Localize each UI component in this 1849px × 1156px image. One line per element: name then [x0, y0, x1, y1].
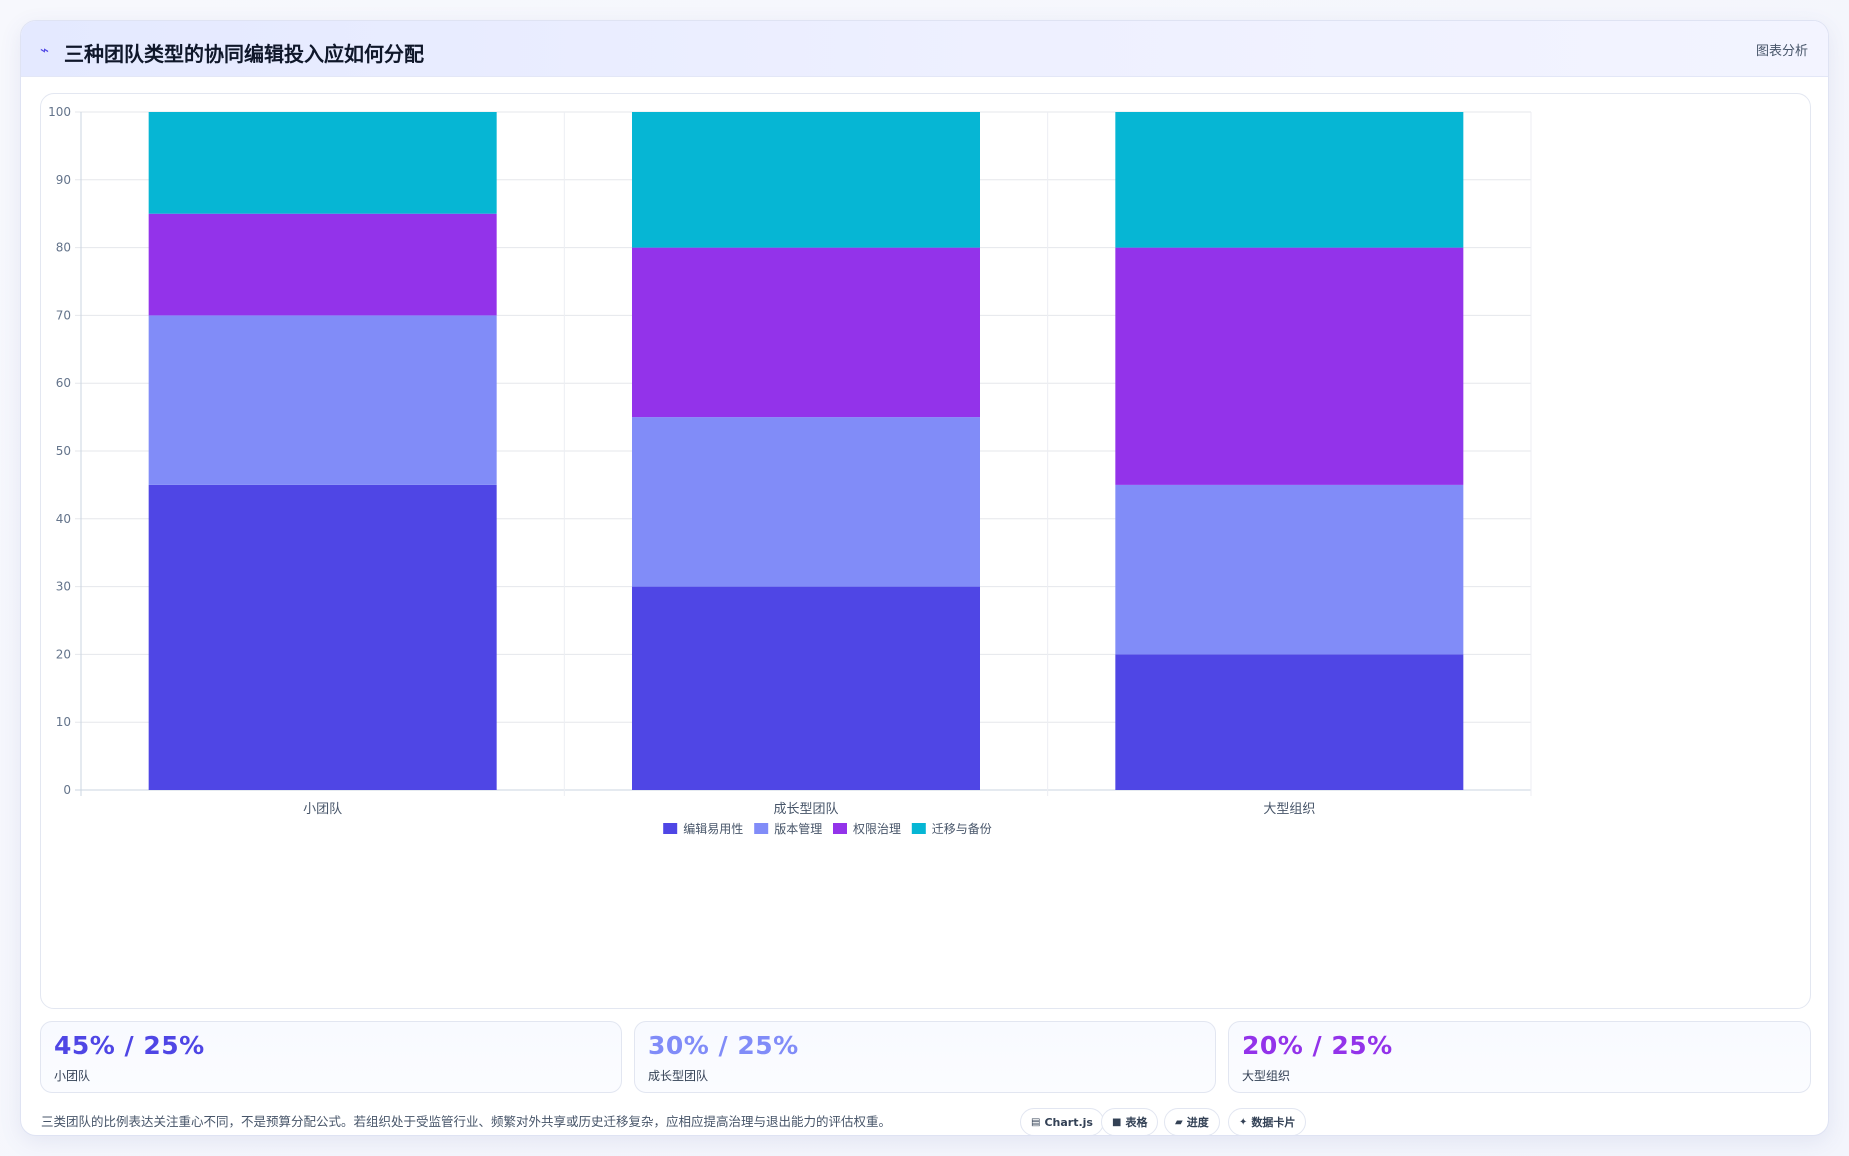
- y-tick-label: 90: [56, 173, 71, 187]
- bar-segment: [632, 112, 980, 248]
- legend-label: 编辑易用性: [683, 821, 743, 836]
- stat-card-small-team: 45% / 25% 小团队: [40, 1021, 622, 1093]
- y-tick-label: 80: [56, 241, 71, 255]
- chart-panel: 0 10 20 30 40 50 60 70 80 90 100 小团队 成长型团队 大型组织编辑易用性 版…: [40, 93, 1811, 1009]
- legend-label: 迁移与备份: [932, 822, 992, 836]
- stat-card-large-org: 20% / 25% 大型组织: [1228, 1021, 1811, 1093]
- y-tick-label: 70: [56, 308, 71, 322]
- chip-data-card[interactable]: ✦ 数据卡片: [1228, 1108, 1307, 1135]
- bar-segment: [1115, 654, 1464, 790]
- y-tick-label: 50: [56, 444, 71, 458]
- chart-card: ⌁ 三种团队类型的协同编辑投入应如何分配 图表分析 0 10 20 30 40 50 60 7…: [20, 20, 1829, 1136]
- y-tick-label: 20: [56, 647, 71, 661]
- sparkle-icon: ✦: [1239, 1116, 1248, 1128]
- y-tick-label: 30: [56, 580, 71, 594]
- bar-segment: [632, 247, 980, 418]
- x-tick-label: 大型组织: [1263, 802, 1315, 817]
- card-header: ⌁ 三种团队类型的协同编辑投入应如何分配 图表分析: [21, 21, 1828, 77]
- legend-label: 版本管理: [774, 821, 822, 836]
- legend-swatch: [833, 823, 847, 834]
- y-tick-label: 10: [56, 715, 71, 729]
- stat-label: 小团队: [54, 1069, 91, 1083]
- progress-icon: ▰: [1175, 1116, 1183, 1128]
- bar-segment: [148, 484, 497, 790]
- chip-progress[interactable]: ▰ 进度: [1164, 1108, 1220, 1135]
- bar-segment: [1115, 247, 1464, 485]
- chip-label: 数据卡片: [1251, 1116, 1296, 1129]
- stat-card-growth-team: 30% / 25% 成长型团队: [634, 1021, 1216, 1093]
- stat-label: 成长型团队: [648, 1069, 709, 1083]
- chip-label: 表格: [1125, 1116, 1148, 1129]
- legend-swatch: [754, 823, 769, 834]
- bar-segment: [148, 315, 497, 485]
- bar-segment: [1115, 484, 1464, 655]
- bar-segment: [148, 213, 497, 316]
- legend-swatch: [663, 823, 678, 834]
- chip-label: 进度: [1186, 1116, 1209, 1129]
- chip-chartjs[interactable]: ▤ Chart.js: [1020, 1108, 1104, 1135]
- y-tick-label: 60: [56, 376, 71, 390]
- stat-label: 大型组织: [1242, 1069, 1291, 1083]
- stat-value: 45% / 25%: [54, 1031, 205, 1060]
- y-tick-label: 40: [56, 512, 71, 526]
- bar-segment: [632, 586, 980, 790]
- x-tick-label: 成长型团队: [773, 802, 838, 817]
- trend-icon: ⌁: [40, 41, 50, 59]
- chip-table[interactable]: ■ 表格: [1101, 1108, 1159, 1135]
- table-icon: ■: [1112, 1116, 1122, 1128]
- chip-label: Chart.js: [1044, 1115, 1093, 1129]
- y-tick-label: 0: [63, 783, 71, 797]
- chart-icon: ▤: [1031, 1116, 1041, 1128]
- page-title: 三种团队类型的协同编辑投入应如何分配: [64, 42, 424, 66]
- legend-swatch: [911, 823, 926, 834]
- legend-label: 权限治理: [853, 822, 901, 836]
- bar-segment: [632, 417, 980, 587]
- bar-segment: [148, 112, 497, 214]
- chart-analysis-tag: 图表分析: [1755, 44, 1808, 59]
- x-tick-label: 小团队: [303, 802, 342, 817]
- stat-value: 30% / 25%: [648, 1031, 799, 1060]
- footnote: 三类团队的比例表达关注重心不同，不是预算分配公式。若组织处于受监管行业、频繁对外…: [41, 1114, 892, 1129]
- bar-segment: [1115, 112, 1464, 248]
- y-tick-label: 100: [48, 105, 71, 119]
- stat-value: 20% / 25%: [1242, 1031, 1393, 1060]
